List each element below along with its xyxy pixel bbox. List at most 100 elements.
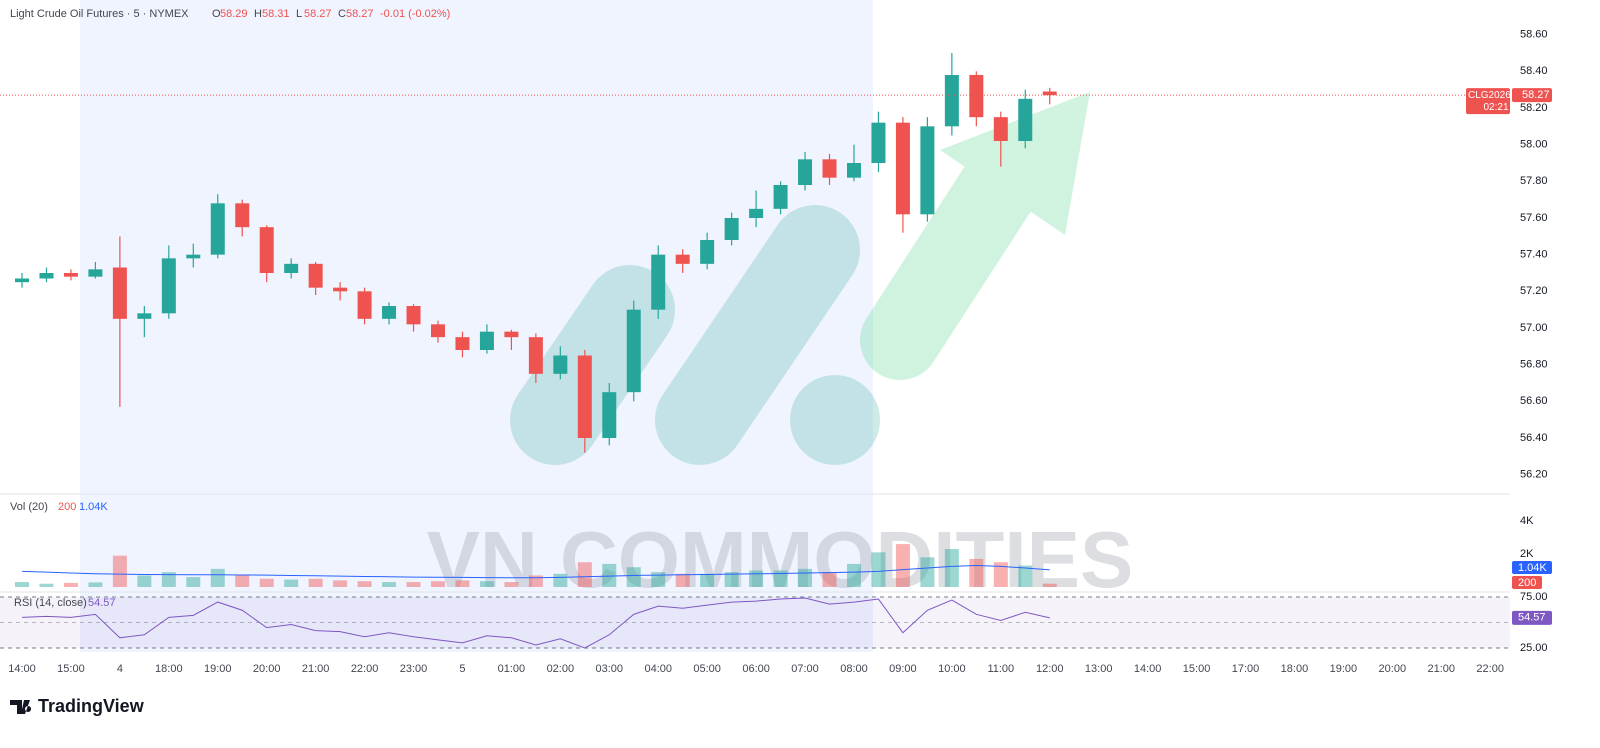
candle-body bbox=[39, 273, 54, 279]
ma-badge bbox=[1512, 561, 1552, 574]
candle-body bbox=[479, 331, 494, 350]
y-tick-label: 57.40 bbox=[1520, 249, 1548, 261]
candle-body bbox=[675, 254, 690, 264]
y-tick-label: 56.20 bbox=[1520, 469, 1548, 481]
volume-badge-label: 200 bbox=[1518, 577, 1536, 589]
volume-bar bbox=[406, 582, 421, 587]
rsi-badge bbox=[1512, 610, 1552, 625]
x-tick-label: 22:00 bbox=[1476, 663, 1504, 675]
volume-ma bbox=[21, 565, 1050, 579]
volume-bar bbox=[724, 572, 739, 587]
x-tick-label: 14:00 bbox=[1134, 663, 1162, 675]
symbol-badge: CLG2026 bbox=[1468, 90, 1511, 101]
volume-bar bbox=[944, 549, 959, 587]
y-tick-label: 75.00 bbox=[1520, 591, 1548, 603]
volume-bar bbox=[700, 573, 715, 587]
volume-bar bbox=[357, 581, 372, 587]
volume-bar bbox=[382, 582, 397, 587]
x-tick-label: 21:00 bbox=[1427, 663, 1455, 675]
y-tick-label: 56.40 bbox=[1520, 432, 1548, 444]
candle-body bbox=[430, 324, 445, 338]
volume-title: Vol (20) bbox=[10, 501, 48, 513]
x-tick-label: 18:00 bbox=[1281, 663, 1309, 675]
candle-body bbox=[15, 278, 29, 283]
x-tick-label: 04:00 bbox=[644, 663, 672, 675]
x-tick-label: 15:00 bbox=[57, 663, 85, 675]
candle-body bbox=[1042, 91, 1057, 96]
volume-bar bbox=[479, 581, 494, 587]
y-tick-label: 25.00 bbox=[1520, 642, 1548, 654]
candle-body bbox=[626, 309, 641, 393]
candle-body bbox=[724, 218, 739, 240]
volume-bar bbox=[651, 572, 666, 587]
symbol-title: Light Crude Oil Futures · 5 · NYMEX bbox=[10, 8, 189, 20]
branding: TradingView bbox=[38, 696, 145, 716]
volume-bar bbox=[675, 573, 690, 587]
candle-body bbox=[577, 355, 592, 438]
candle-body bbox=[871, 122, 886, 163]
trend-arrow bbox=[860, 92, 1090, 380]
x-tick-label: 02:00 bbox=[547, 663, 575, 675]
x-tick-label: 11:00 bbox=[987, 663, 1014, 675]
volume-bar bbox=[577, 562, 592, 587]
candle-body bbox=[161, 258, 176, 314]
volume-bar bbox=[528, 575, 543, 587]
candle-body bbox=[63, 273, 78, 277]
candle-body bbox=[528, 337, 543, 374]
ma-badge-label: 1.04K bbox=[1518, 562, 1547, 574]
x-tick-label: 5 bbox=[459, 663, 465, 675]
ohlc-key: C bbox=[338, 8, 346, 20]
volume-bar bbox=[161, 572, 176, 587]
candle-body bbox=[944, 75, 959, 127]
y-tick-label: 58.00 bbox=[1520, 139, 1548, 151]
y-tick-label: 58.20 bbox=[1520, 102, 1548, 114]
candle-body bbox=[186, 254, 201, 259]
x-tick-label: 13:00 bbox=[1085, 663, 1113, 675]
volume-legend: 200 bbox=[58, 501, 76, 513]
candle-body bbox=[88, 269, 103, 277]
ohlc-key: L bbox=[296, 8, 302, 20]
volume-bar bbox=[259, 578, 274, 587]
session-shade bbox=[80, 0, 873, 652]
countdown: 02:21 bbox=[1483, 102, 1508, 113]
volume-bar bbox=[333, 580, 348, 587]
ohlc-key: O bbox=[212, 8, 221, 20]
candle-body bbox=[210, 203, 225, 255]
candle-body bbox=[700, 240, 715, 264]
rsi-legend: 54.57 bbox=[88, 597, 116, 609]
candle-body bbox=[455, 337, 470, 350]
candle-body bbox=[993, 117, 1008, 141]
volume-bar bbox=[39, 583, 54, 587]
volume-bar bbox=[210, 568, 225, 587]
candle-body bbox=[504, 331, 519, 338]
plot: 58.60 58.40 58.20 58.00 57.80 57.60 57.40 57.20… bbox=[0, 29, 1552, 675]
candle-body bbox=[112, 267, 127, 319]
rsi-title: RSI (14, close) bbox=[14, 597, 87, 609]
volume-bar bbox=[63, 582, 78, 587]
y-tick-label: 2K bbox=[1520, 548, 1534, 560]
y-tick-label: 56.80 bbox=[1520, 359, 1548, 371]
x-tick-label: 05:00 bbox=[693, 663, 721, 675]
tradingview-logo: TradingView bbox=[10, 696, 145, 716]
ohlc-value: 58.27 bbox=[346, 8, 374, 20]
x-tick-label: 01:00 bbox=[498, 663, 526, 675]
candle-body bbox=[798, 159, 813, 185]
candle-body bbox=[333, 287, 348, 292]
volume-bar bbox=[895, 544, 910, 587]
volume-badge bbox=[1512, 576, 1542, 589]
y-tick-label: 58.60 bbox=[1520, 29, 1548, 41]
y-tick-label: 4K bbox=[1520, 515, 1534, 527]
watermark-text: VN COMMODITIES bbox=[427, 515, 1134, 604]
x-tick-label: 15:00 bbox=[1183, 663, 1211, 675]
watermark-logo bbox=[510, 205, 880, 465]
candle-body bbox=[651, 254, 666, 310]
y-tick-label: 57.60 bbox=[1520, 212, 1548, 224]
x-tick-label: 4 bbox=[117, 663, 123, 675]
x-tick-label: 20:00 bbox=[1379, 663, 1407, 675]
volume-bar bbox=[137, 575, 152, 587]
x-tick-label: 21:00 bbox=[302, 663, 330, 675]
candle-body bbox=[602, 392, 617, 438]
x-tick-label: 06:00 bbox=[742, 663, 770, 675]
volume-bar bbox=[88, 582, 103, 587]
